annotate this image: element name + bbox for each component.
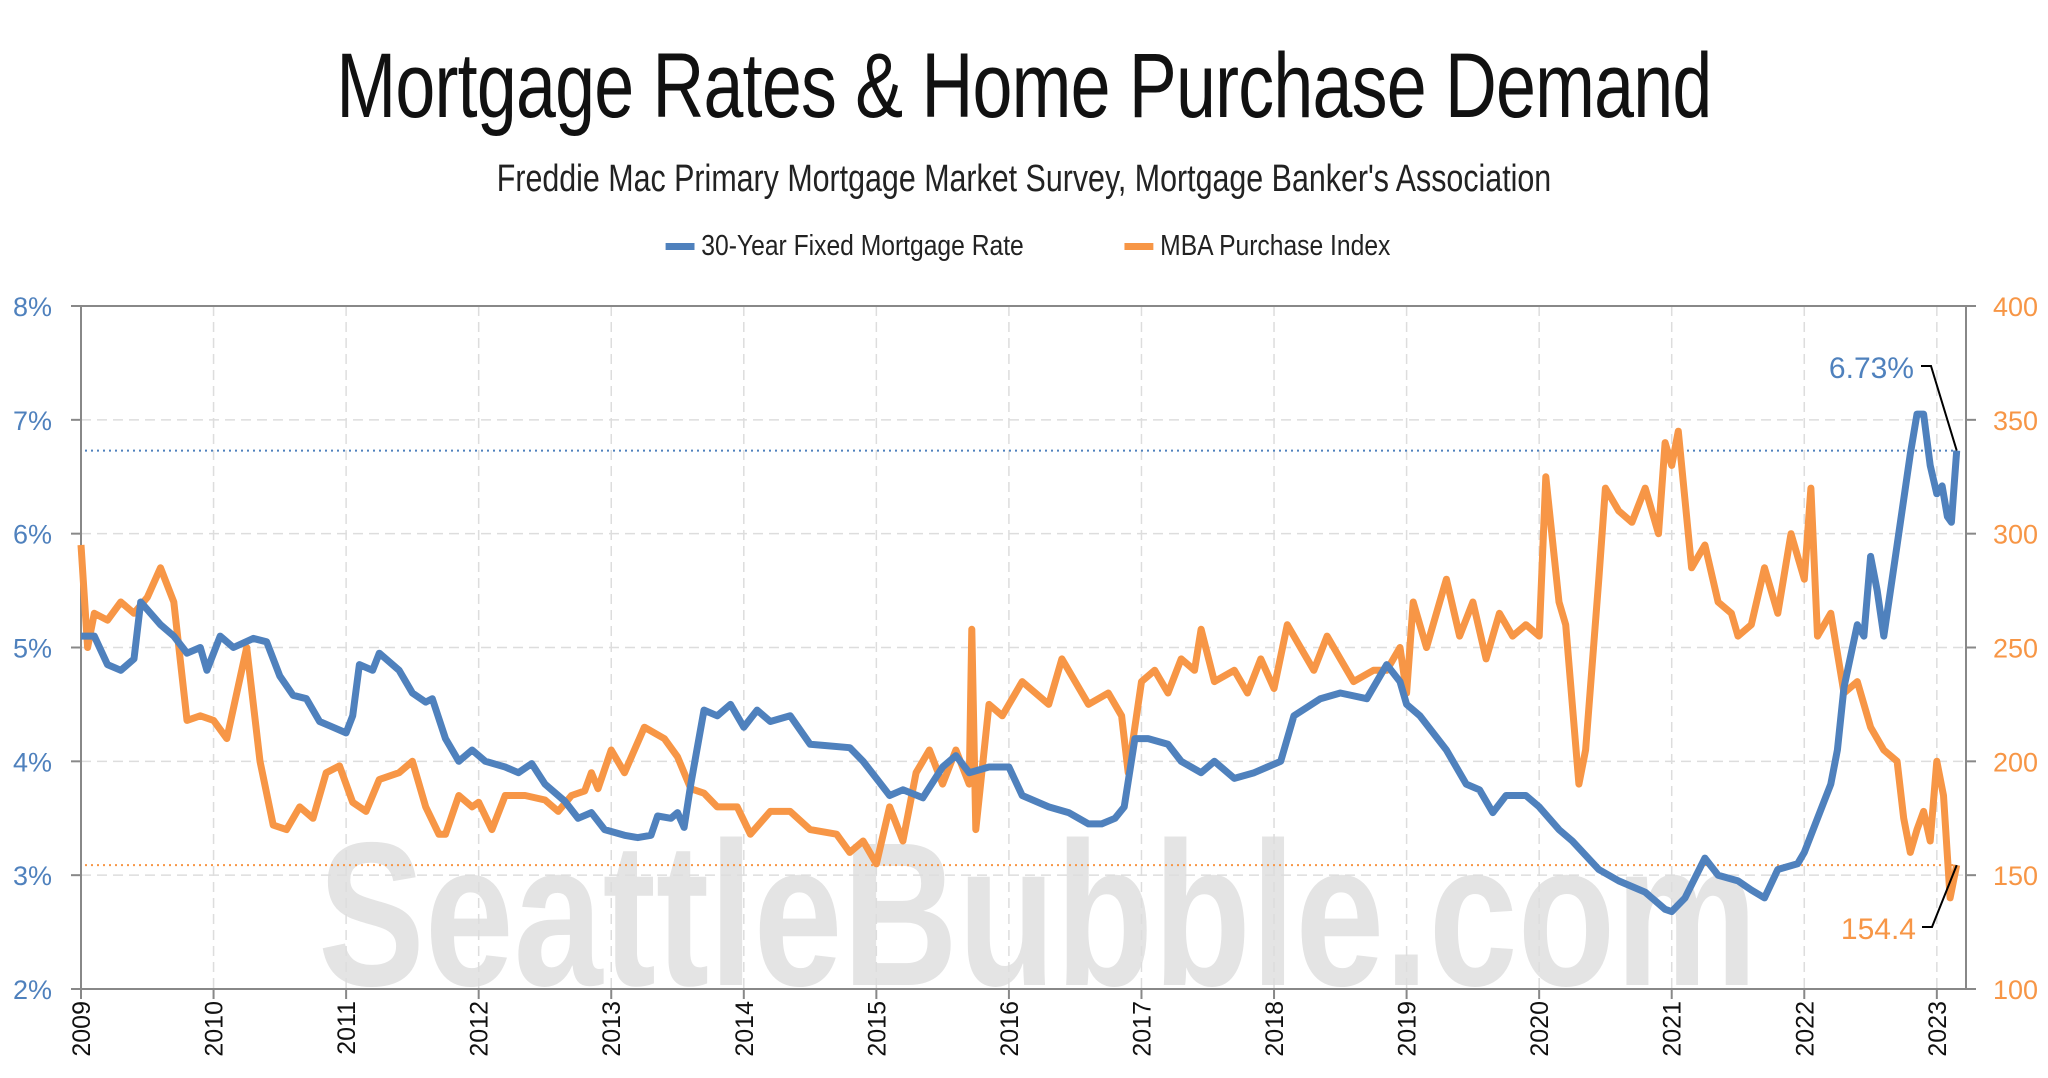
y-right-tick-label: 200 <box>1993 747 2038 777</box>
y-left-tick-label: 3% <box>13 861 52 891</box>
annotation-last-index: 154.4 <box>1841 913 1916 946</box>
x-tick-label: 2022 <box>1791 1001 1819 1057</box>
y-right-tick-label: 350 <box>1993 406 2038 436</box>
x-tick-label: 2012 <box>466 1001 494 1057</box>
legend-label: MBA Purchase Index <box>1160 230 1391 262</box>
y-left-tick-label: 2% <box>13 975 52 1005</box>
legend-swatch-orange <box>1124 243 1154 250</box>
x-tick-label: 2020 <box>1526 1001 1554 1057</box>
y-right-tick-label: 400 <box>1993 292 2038 322</box>
x-tick-label: 2023 <box>1924 1001 1952 1057</box>
legend-swatch-blue <box>665 243 695 250</box>
annotation-last-rate: 6.73% <box>1829 352 1914 385</box>
y-right-tick-label: 100 <box>1993 975 2038 1005</box>
legend-item-purchase-index: MBA Purchase Index <box>1124 230 1391 263</box>
annotation-leader-rate <box>1921 365 1958 451</box>
chart-title: Mortgage Rates & Home Purchase Demand <box>336 35 1712 137</box>
y-right-tick-label: 150 <box>1993 861 2038 891</box>
x-tick-label: 2018 <box>1261 1001 1289 1057</box>
x-tick-label: 2009 <box>68 1001 96 1057</box>
series-line-mortgage-rate <box>81 410 1961 916</box>
x-tick-label: 2016 <box>996 1001 1024 1057</box>
x-tick-label: 2021 <box>1659 1001 1687 1057</box>
legend: 30-Year Fixed Mortgage Rate MBA Purchase… <box>0 230 2048 263</box>
legend-item-mortgage-rate: 30-Year Fixed Mortgage Rate <box>665 230 1024 263</box>
x-tick-label: 2017 <box>1128 1001 1156 1057</box>
chart-subtitle: Freddie Mac Primary Mortgage Market Surv… <box>496 158 1552 200</box>
y-left-tick-label: 7% <box>13 406 52 436</box>
x-tick-label: 2015 <box>863 1001 891 1057</box>
x-tick-label: 2019 <box>1394 1001 1422 1057</box>
y-left-tick-label: 4% <box>13 747 52 777</box>
watermark: SeattleBubble.com <box>318 800 1757 1029</box>
series-line-mba-purchase-index <box>77 427 1961 902</box>
x-tick-label: 2014 <box>731 1001 759 1057</box>
x-tick-label: 2011 <box>333 1001 361 1055</box>
y-left-tick-label: 6% <box>13 520 52 550</box>
y-right-tick-label: 250 <box>1993 634 2038 664</box>
x-tick-label: 2010 <box>201 1001 229 1057</box>
y-left-tick-label: 5% <box>13 634 52 664</box>
annotation-leader-index <box>1922 864 1958 928</box>
x-tick-label: 2013 <box>598 1001 626 1057</box>
y-left-tick-label: 8% <box>13 292 52 322</box>
legend-label: 30-Year Fixed Mortgage Rate <box>701 230 1024 262</box>
y-right-tick-label: 300 <box>1993 520 2038 550</box>
